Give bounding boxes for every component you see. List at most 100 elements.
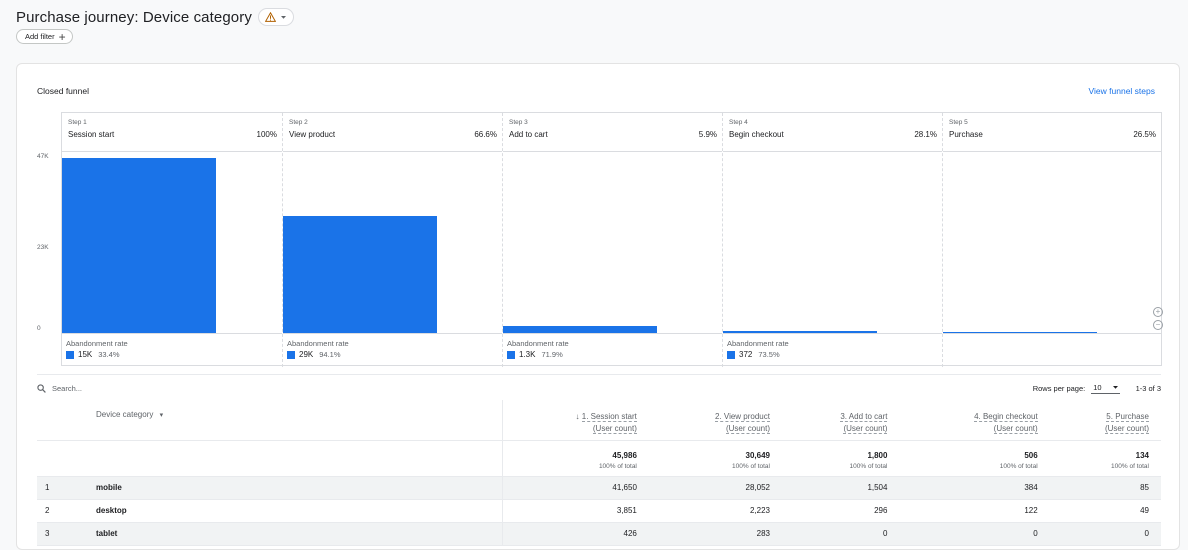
funnel-step-3[interactable]: Step 3 Add to cart 5.9% Abandonment rate…: [502, 113, 722, 367]
column-header-purchase[interactable]: 5. Purchase (User count): [1049, 400, 1161, 441]
funnel-bar[interactable]: [943, 332, 1097, 333]
table-row[interactable]: 2 desktop 3,851 2,223 296 122 49: [37, 499, 1161, 523]
y-tick-label: 0: [37, 325, 41, 332]
step-header: Step 4 Begin checkout 28.1%: [723, 113, 942, 152]
dimension-header-label: Device category: [96, 410, 154, 419]
card-title: Closed funnel: [37, 86, 89, 96]
dimension-header[interactable]: Device category ▾: [37, 400, 503, 441]
value-cell: 0: [899, 522, 1050, 546]
row-index: 2: [37, 499, 75, 523]
value-cell: 0: [781, 522, 900, 546]
chevron-down-icon: ▾: [159, 412, 164, 419]
step-name: Session start: [68, 130, 115, 139]
warning-dropdown[interactable]: [257, 8, 294, 26]
search-icon: [37, 384, 46, 393]
value-cell: 283: [648, 522, 782, 546]
chevron-down-icon: [1112, 386, 1118, 389]
column-header-session-start[interactable]: ↓ 1. Session start (User count): [502, 400, 649, 441]
abandonment-value: 15K: [78, 350, 93, 359]
step-percent: 5.9%: [698, 130, 717, 139]
funnel-bar[interactable]: [723, 331, 877, 333]
warning-icon: [264, 12, 276, 22]
column-subtitle: (User count): [725, 424, 770, 434]
funnel-step-4[interactable]: Step 4 Begin checkout 28.1% Abandonment …: [722, 113, 942, 367]
search-input[interactable]: Search...: [37, 384, 82, 393]
device-cell: mobile: [75, 476, 503, 500]
legend-swatch: [727, 350, 735, 359]
abandonment-rate: Abandonment rate 29K 94.1%: [283, 333, 502, 367]
value-cell: 0: [1049, 522, 1161, 546]
step-percent: 28.1%: [914, 130, 937, 139]
total-value: 1,800: [867, 450, 888, 460]
add-filter-label: Add filter: [25, 32, 55, 41]
funnel-step-5[interactable]: Step 5 Purchase 26.5%: [942, 113, 1161, 367]
page-title: Purchase journey: Device category: [16, 8, 252, 26]
column-subtitle: (User count): [843, 424, 888, 434]
funnel-step-2[interactable]: Step 2 View product 66.6% Abandonment ra…: [282, 113, 502, 367]
abandonment-label: Abandonment rate: [507, 339, 569, 348]
funnel-step-1[interactable]: Step 1 Session start 100% Abandonment ra…: [62, 113, 282, 367]
legend-swatch: [66, 350, 74, 359]
report-header: Purchase journey: Device category: [16, 6, 294, 28]
total-value: 45,986: [612, 450, 637, 460]
abandonment-rate: Abandonment rate 372 73.5%: [723, 333, 942, 367]
step-number: Step 5: [949, 119, 968, 126]
column-subtitle: (User count): [1104, 424, 1149, 434]
abandonment-label: Abandonment rate: [287, 339, 349, 348]
abandonment-value: 29K: [299, 350, 314, 359]
step-name: Add to cart: [509, 130, 548, 139]
funnel-card: Closed funnel View funnel steps 47K 23K …: [16, 63, 1180, 550]
value-cell: 41,650: [502, 476, 649, 500]
value-cell: 1,504: [781, 476, 900, 500]
funnel-bar[interactable]: [62, 158, 216, 333]
step-number: Step 2: [289, 119, 308, 126]
column-title: 2. View product: [714, 412, 770, 422]
table-toolbar: Search... Rows per page: 10 1-3 of 3: [37, 374, 1161, 404]
abandonment-value: 1.3K: [519, 350, 536, 359]
step-percent: 26.5%: [1133, 130, 1156, 139]
zoom-out-icon[interactable]: −: [1153, 320, 1163, 330]
abandonment-percent: 71.9%: [541, 350, 563, 359]
total-value: 506: [1024, 450, 1038, 460]
step-name: Purchase: [949, 130, 983, 139]
column-title: 4. Begin checkout: [974, 412, 1038, 422]
column-title: 3. Add to cart: [840, 412, 888, 422]
abandonment-label: Abandonment rate: [727, 339, 789, 348]
column-subtitle: (User count): [993, 424, 1038, 434]
value-cell: 296: [781, 499, 900, 523]
value-cell: 49: [1049, 499, 1161, 523]
funnel-bar[interactable]: [503, 326, 657, 333]
data-table: Device category ▾ ↓ 1. Session start (Us…: [37, 400, 1161, 546]
rows-per-page-select[interactable]: 10: [1091, 383, 1120, 394]
device-cell: tablet: [75, 522, 503, 546]
search-placeholder: Search...: [52, 384, 83, 393]
step-header: Step 3 Add to cart 5.9%: [503, 113, 722, 152]
column-header-begin-checkout[interactable]: 4. Begin checkout (User count): [899, 400, 1050, 441]
chevron-down-icon: [280, 15, 286, 19]
step-name: Begin checkout: [729, 130, 784, 139]
table-header-row: Device category ▾ ↓ 1. Session start (Us…: [37, 400, 1161, 441]
table-row[interactable]: 3 tablet 426 283 0 0 0: [37, 522, 1161, 546]
total-subtitle: 100% of total: [732, 462, 770, 470]
row-index: 1: [37, 476, 75, 500]
value-cell: 426: [502, 522, 649, 546]
add-filter-button[interactable]: Add filter +: [16, 29, 73, 44]
step-header: Step 1 Session start 100%: [62, 113, 282, 152]
step-header: Step 5 Purchase 26.5%: [943, 113, 1161, 152]
funnel-chart: Step 1 Session start 100% Abandonment ra…: [61, 112, 1162, 367]
value-cell: 3,851: [502, 499, 649, 523]
total-value: 134: [1135, 450, 1149, 460]
row-index: 3: [37, 522, 75, 546]
column-header-view-product[interactable]: 2. View product (User count): [648, 400, 782, 441]
table-row[interactable]: 1 mobile 41,650 28,052 1,504 384 85: [37, 476, 1161, 500]
view-funnel-steps-link[interactable]: View funnel steps: [1088, 86, 1155, 96]
zoom-in-icon[interactable]: +: [1153, 307, 1163, 317]
column-header-add-to-cart[interactable]: 3. Add to cart (User count): [781, 400, 900, 441]
legend-swatch: [507, 350, 515, 359]
step-number: Step 3: [509, 119, 528, 126]
column-title: 1. Session start: [581, 412, 637, 422]
abandonment-rate-empty: [943, 333, 1161, 367]
step-name: View product: [289, 130, 336, 139]
total-value: 30,649: [745, 450, 770, 460]
funnel-bar[interactable]: [283, 216, 437, 333]
